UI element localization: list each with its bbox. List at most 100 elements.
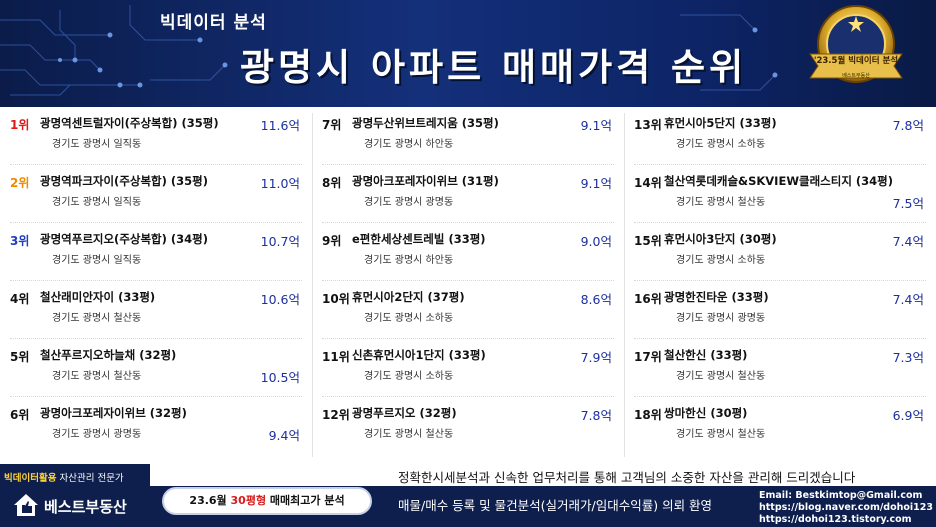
location-text: 경기도 광명시 하안동 (364, 255, 454, 266)
apartment-name: 철산푸르지오하늘채 (32평) (40, 348, 177, 362)
price-value: 9.1억 (580, 118, 612, 133)
brand-tagline: 빅데이터활용 자산관리 전문가 (4, 470, 124, 484)
row-divider (634, 338, 926, 339)
apartment-name: 광명아크포레자이위브 (31평) (352, 174, 499, 188)
ranking-item: 9위 e편한세상센트레빌 (33평) 9.0억 경기도 광명시 하안동 (312, 223, 624, 281)
apartment-name: 광명푸르지오 (32평) (352, 406, 457, 420)
rank-label: 6위 (10, 408, 30, 422)
price-value: 8.6억 (580, 292, 612, 307)
contact-tistory-link[interactable]: https://dohoi123.tistory.com (759, 514, 912, 525)
row-divider (634, 280, 926, 281)
ranking-item: 3위 광명역푸르지오(주상복합) (34평) 10.7억 경기도 광명시 일직동 (0, 223, 312, 281)
footer-bar (0, 486, 936, 527)
location-text: 경기도 광명시 철산동 (52, 371, 142, 382)
location-text: 경기도 광명시 소하동 (364, 313, 454, 324)
ranking-item: 16위 광명한진타운 (33평) 7.4억 경기도 광명시 광명동 (624, 281, 936, 339)
location-text: 경기도 광명시 일직동 (52, 197, 142, 208)
row-divider (634, 396, 926, 397)
apartment-name: 쌍마한신 (30평) (664, 406, 748, 420)
price-value: 7.8억 (580, 408, 612, 423)
apartment-name: 광명아크포레자이위브 (32평) (40, 406, 187, 420)
rank-label: 5위 (10, 350, 30, 364)
page-title: 광명시 아파트 매매가격 순위 (240, 46, 748, 89)
ranking-item: 4위 철산래미안자이 (33평) 10.6억 경기도 광명시 철산동 (0, 281, 312, 339)
badge-sub: 베스트부동산 (842, 73, 870, 79)
ranking-item: 17위 철산한신 (33평) 7.3억 경기도 광명시 철산동 (624, 339, 936, 397)
ranking-column-3: 13위 휴먼시아5단지 (33평) 7.8억 경기도 광명시 소하동 14위 철… (624, 107, 936, 463)
column-divider (624, 113, 625, 457)
rank-label: 13위 (634, 118, 662, 132)
brand-tagline-bold: 빅데이터활용 (4, 473, 57, 484)
rank-label: 17위 (634, 350, 662, 364)
apartment-name: 신촌휴먼시아1단지 (33평) (352, 348, 486, 362)
price-value: 6.9억 (892, 408, 924, 423)
contact-blog-link[interactable]: https://blog.naver.com/dohoi123 (759, 502, 934, 513)
price-value: 10.5억 (260, 370, 300, 385)
apartment-name: 휴먼시아3단지 (30평) (664, 232, 777, 246)
row-divider (10, 164, 302, 165)
badge-label: '23.5월 빅데이터 분석 (813, 56, 899, 66)
rank-label: 2위 (10, 176, 30, 190)
location-text: 경기도 광명시 소하동 (364, 371, 454, 382)
apartment-name: 휴먼시아5단지 (33평) (664, 116, 777, 130)
pill-highlight: 30평형 (230, 494, 267, 507)
ranking-item: 13위 휴먼시아5단지 (33평) 7.8억 경기도 광명시 소하동 (624, 107, 936, 165)
rank-label: 10위 (322, 292, 350, 306)
contact-email[interactable]: Email: Bestkimtop@Gmail.com (759, 490, 923, 501)
location-text: 경기도 광명시 광명동 (364, 197, 454, 208)
ranking-item: 11위 신촌휴먼시아1단지 (33평) 7.9억 경기도 광명시 소하동 (312, 339, 624, 397)
rank-label: 7위 (322, 118, 342, 132)
price-value: 7.4억 (892, 292, 924, 307)
rank-label: 12위 (322, 408, 350, 422)
gold-medal-badge: '23.5월 빅데이터 분석 베스트부동산 (790, 2, 922, 100)
location-text: 경기도 광명시 일직동 (52, 255, 142, 266)
location-text: 경기도 광명시 철산동 (676, 371, 766, 382)
price-value: 9.0억 (580, 234, 612, 249)
ranking-column-1: 1위 광명역센트럴자이(주상복합) (35평) 11.6억 경기도 광명시 일직… (0, 107, 312, 463)
location-text: 경기도 광명시 철산동 (52, 313, 142, 324)
row-divider (634, 222, 926, 223)
analysis-pill-label: 23.6월 30평형 매매최고가 분석 (162, 487, 372, 515)
price-value: 7.5억 (892, 196, 924, 211)
row-divider (322, 164, 614, 165)
listing-notice: 매물/매수 등록 및 물건분석(실거래가/임대수익률) 의뢰 환영 (398, 498, 713, 513)
ranking-item: 6위 광명아크포레자이위브 (32평) 9.4억 경기도 광명시 광명동 (0, 397, 312, 455)
service-slogan: 정확한시세분석과 신속한 업무처리를 통해 고객님의 소중한 자산을 관리해 드… (398, 470, 856, 485)
apartment-name: 휴먼시아2단지 (37평) (352, 290, 465, 304)
location-text: 경기도 광명시 철산동 (676, 429, 766, 440)
apartment-name: 광명두산위브트레지움 (35평) (352, 116, 499, 130)
medal-icon (809, 5, 903, 83)
price-value: 7.9억 (580, 350, 612, 365)
header-subtitle: 빅데이터 분석 (160, 13, 267, 33)
column-divider (312, 113, 313, 457)
apartment-name: e편한세상센트레빌 (33평) (352, 232, 486, 246)
ranking-item: 10위 휴먼시아2단지 (37평) 8.6억 경기도 광명시 소하동 (312, 281, 624, 339)
location-text: 경기도 광명시 하안동 (364, 139, 454, 150)
apartment-name: 광명역푸르지오(주상복합) (34평) (40, 232, 208, 246)
price-value: 10.7억 (260, 234, 300, 249)
house-thumbs-up-icon (14, 494, 38, 516)
circuit-pattern-decoration (0, 5, 778, 96)
location-text: 경기도 광명시 철산동 (364, 429, 454, 440)
ranking-item: 12위 광명푸르지오 (32평) 7.8억 경기도 광명시 철산동 (312, 397, 624, 455)
apartment-name: 철산역롯데캐슬&SKVIEW클래스티지 (34평) (664, 174, 893, 188)
ranking-grid: 1위 광명역센트럴자이(주상복합) (35평) 11.6억 경기도 광명시 일직… (0, 107, 936, 463)
rank-label: 18위 (634, 408, 662, 422)
row-divider (634, 164, 926, 165)
location-text: 경기도 광명시 철산동 (676, 197, 766, 208)
ranking-item: 5위 철산푸르지오하늘채 (32평) 10.5억 경기도 광명시 철산동 (0, 339, 312, 397)
rank-label: 4위 (10, 292, 30, 306)
rank-label: 3위 (10, 234, 30, 248)
rank-label: 11위 (322, 350, 350, 364)
brand-tagline-rest: 자산관리 전문가 (56, 473, 124, 484)
rank-label: 8위 (322, 176, 342, 190)
pill-suffix: 매매최고가 분석 (266, 494, 345, 507)
apartment-name: 광명한진타운 (33평) (664, 290, 769, 304)
row-divider (322, 280, 614, 281)
header-banner: 빅데이터 분석 광명시 아파트 매매가격 순위 '23.5월 빅데이터 분석 베… (0, 0, 936, 107)
apartment-name: 철산래미안자이 (33평) (40, 290, 156, 304)
ranking-item: 1위 광명역센트럴자이(주상복합) (35평) 11.6억 경기도 광명시 일직… (0, 107, 312, 165)
price-value: 7.3억 (892, 350, 924, 365)
row-divider (322, 338, 614, 339)
rank-label: 14위 (634, 176, 662, 190)
